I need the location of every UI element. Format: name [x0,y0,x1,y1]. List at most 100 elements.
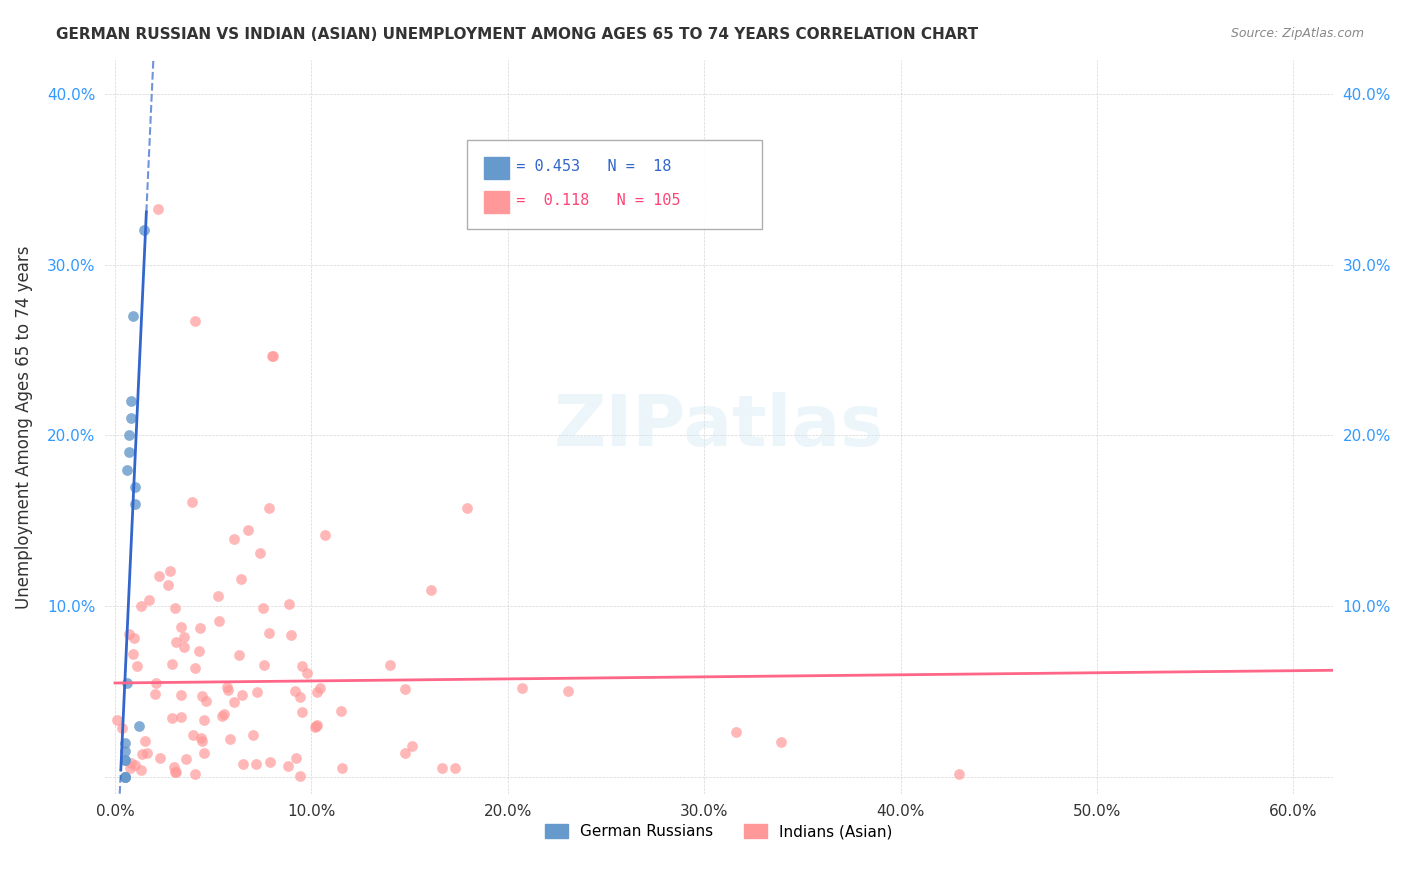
Point [219,732,242,747]
Point [432,761,454,775]
Point [115,462,138,476]
Point [260,349,283,363]
Point [131,747,153,761]
Point [309,681,332,696]
Text: R = 0.453   N =  18: R = 0.453 N = 18 [498,159,671,174]
Point [249,546,271,560]
Point [149,751,172,765]
Point [231,688,253,702]
Point [394,682,416,697]
Point [124,479,146,493]
Point [181,494,204,508]
Point [211,708,233,723]
Point [134,223,156,237]
Point [246,685,269,699]
Point [217,682,239,697]
Point [222,695,245,709]
Point [111,721,134,735]
Point [252,601,274,615]
Point [134,734,156,748]
Point [173,640,195,655]
Point [191,734,214,748]
Text: GERMAN RUSSIAN VS INDIAN (ASIAN) UNEMPLOYMENT AMONG AGES 65 TO 74 YEARS CORRELAT: GERMAN RUSSIAN VS INDIAN (ASIAN) UNEMPLO… [56,27,979,42]
Point [314,528,336,542]
Point [128,719,150,733]
Point [115,676,138,690]
Point [170,619,193,633]
Point [948,766,970,780]
Y-axis label: Unemployment Among Ages 65 to 74 years: Unemployment Among Ages 65 to 74 years [15,245,32,608]
Point [304,720,326,734]
Point [148,569,170,583]
Point [257,626,280,640]
Point [129,763,152,777]
Point [229,573,252,587]
Point [163,760,186,774]
Point [217,681,239,695]
Point [160,657,183,671]
Point [232,756,254,771]
Point [193,713,215,727]
Point [394,746,416,760]
Point [188,622,211,636]
Point [444,761,467,775]
Point [305,718,328,732]
Point [120,394,142,409]
Point [114,770,136,784]
Point [163,764,186,779]
Point [259,755,281,769]
Point [193,747,215,761]
Point [420,582,443,597]
Point [188,643,211,657]
Point [184,661,207,675]
Point [288,690,311,704]
Point [114,753,136,767]
Point [159,564,181,578]
Point [173,630,195,644]
Point [124,757,146,772]
Text: Source: ZipAtlas.com: Source: ZipAtlas.com [1230,27,1364,40]
Point [138,593,160,607]
Point [288,769,311,783]
Point [118,445,141,459]
Point [510,681,533,695]
Point [557,683,579,698]
Point [330,762,353,776]
Point [262,349,284,363]
Point [305,717,328,731]
Point [120,762,142,776]
Point [170,710,193,724]
Point [284,684,307,698]
Point [277,597,299,611]
Point [257,500,280,515]
Point [291,659,314,673]
Point [129,599,152,613]
Point [165,635,187,649]
Point [181,727,204,741]
Point [122,631,145,645]
Point [114,736,136,750]
Point [295,666,318,681]
Point [245,756,267,771]
Point [114,753,136,767]
Point [401,739,423,754]
Point [207,615,229,629]
Point [118,428,141,442]
Text: ZIPatlas: ZIPatlas [554,392,884,461]
Point [285,750,308,764]
Point [145,676,167,690]
Point [183,767,205,781]
Point [238,524,260,538]
Point [124,497,146,511]
Point [165,600,187,615]
Point [114,770,136,784]
Point [329,704,352,718]
Point [291,705,314,719]
Point [456,500,478,515]
FancyBboxPatch shape [485,191,509,213]
Point [121,647,143,661]
Point [120,411,142,425]
Point [143,687,166,701]
Point [117,627,139,641]
Point [724,725,747,739]
